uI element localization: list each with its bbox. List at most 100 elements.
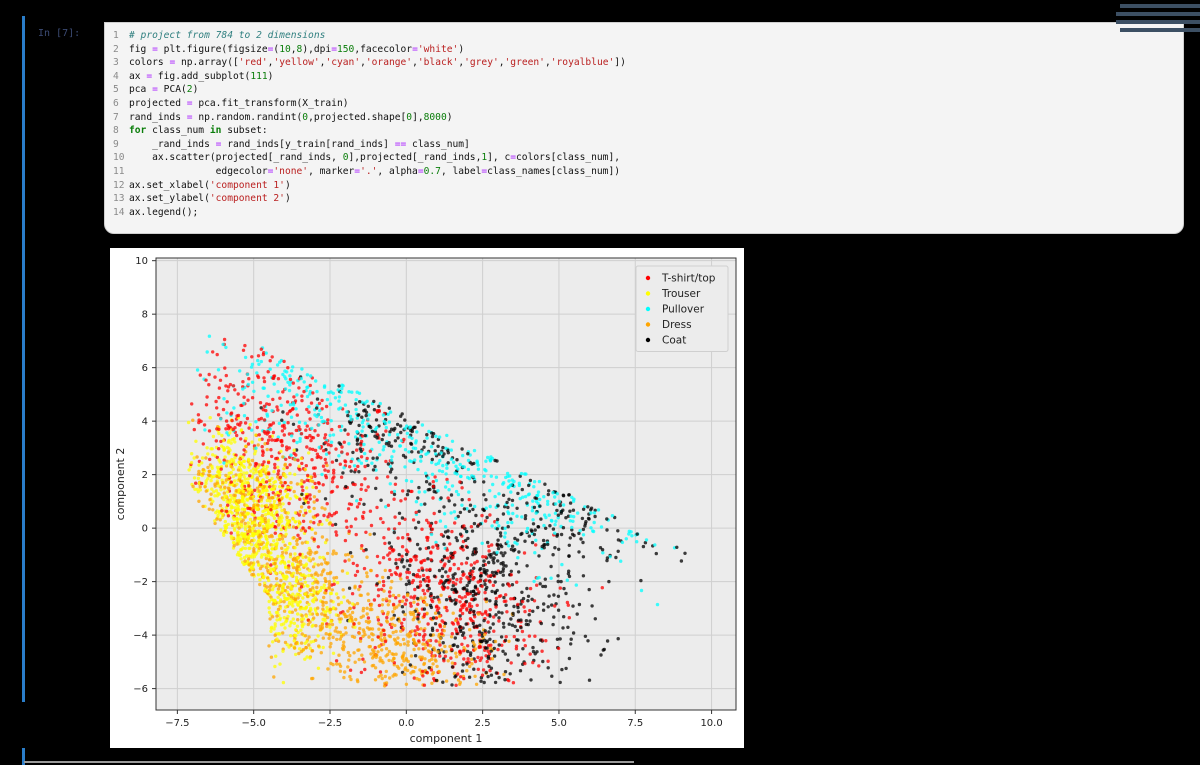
scatter-point-pullover (439, 451, 443, 455)
scatter-point-dress (340, 569, 345, 573)
scatter-point-coat (515, 506, 519, 510)
scatter-point-t-shirt-top (523, 644, 527, 648)
scatter-point-dress (316, 573, 320, 577)
scatter-point-t-shirt-top (221, 407, 226, 412)
scatter-point-t-shirt-top (462, 676, 466, 681)
scatter-point-pullover (515, 514, 519, 518)
legend-marker (645, 322, 651, 327)
scatter-point-coat (358, 400, 362, 404)
scatter-point-coat (392, 492, 397, 497)
scatter-point-pullover (339, 390, 343, 395)
scatter-point-pullover (294, 407, 298, 411)
scatter-point-pullover (442, 512, 447, 516)
scatter-point-t-shirt-top (411, 518, 416, 522)
scatter-point-trouser (303, 580, 307, 584)
scatter-point-trouser (240, 507, 245, 511)
scatter-point-t-shirt-top (271, 491, 275, 495)
scatter-point-t-shirt-top (346, 432, 350, 436)
scatter-point-pullover (538, 497, 542, 502)
scatter-point-t-shirt-top (280, 440, 284, 444)
scatter-point-dress (226, 450, 231, 454)
scatter-point-coat (544, 526, 548, 530)
scatter-point-dress (436, 650, 440, 654)
scatter-point-trouser (317, 590, 321, 594)
scatter-point-t-shirt-top (310, 435, 314, 440)
scatter-point-pullover (599, 525, 604, 529)
scatter-point-t-shirt-top (389, 625, 394, 630)
scatter-point-pullover (403, 465, 407, 469)
scatter-point-t-shirt-top (248, 506, 252, 511)
scatter-point-coat (506, 658, 510, 662)
scatter-point-trouser (220, 512, 224, 516)
scatter-point-dress (357, 621, 361, 625)
scatter-point-coat (571, 631, 576, 635)
scatter-point-trouser (303, 592, 308, 596)
scatter-point-dress (215, 481, 219, 485)
scatter-point-t-shirt-top (285, 400, 290, 404)
scatter-point-coat (571, 508, 576, 512)
scatter-point-pullover (630, 534, 634, 538)
scatter-point-dress (279, 578, 283, 583)
scatter-point-pullover (288, 403, 293, 407)
scatter-point-dress (332, 549, 336, 553)
scatter-point-trouser (285, 547, 289, 552)
scatter-point-t-shirt-top (450, 632, 454, 636)
scatter-point-coat (455, 538, 459, 543)
scatter-point-pullover (362, 442, 366, 447)
scatter-point-trouser (279, 519, 284, 523)
scatter-point-coat (557, 547, 561, 551)
scatter-point-trouser (235, 539, 239, 543)
scatter-point-coat (371, 456, 375, 460)
scatter-point-trouser (288, 624, 292, 628)
scatter-point-trouser (277, 534, 282, 539)
scatter-point-coat (501, 583, 505, 587)
scatter-point-t-shirt-top (293, 399, 298, 403)
scatter-point-coat (337, 441, 341, 445)
scatter-point-t-shirt-top (316, 481, 321, 485)
scatter-point-trouser (325, 605, 329, 610)
scatter-point-dress (336, 630, 340, 634)
scatter-point-trouser (285, 523, 289, 527)
scatter-point-t-shirt-top (445, 477, 449, 482)
code-cell-editor[interactable]: 1 # project from 784 to 2 dimensions 2 fig … (104, 22, 1184, 234)
scatter-point-dress (312, 506, 316, 511)
scatter-point-dress (387, 658, 391, 663)
scatter-point-t-shirt-top (556, 646, 561, 651)
scatter-point-t-shirt-top (445, 548, 449, 552)
scatter-point-trouser (322, 586, 326, 590)
scatter-point-dress (365, 574, 369, 579)
scatter-point-trouser (247, 534, 251, 538)
scatter-point-pullover (232, 406, 236, 410)
scatter-point-trouser (278, 632, 282, 636)
scatter-point-trouser (216, 484, 221, 488)
scatter-point-trouser (223, 455, 227, 459)
scatter-point-coat (577, 531, 581, 536)
scatter-point-pullover (388, 410, 393, 414)
scatter-point-dress (355, 678, 360, 682)
scatter-point-dress (238, 479, 243, 483)
scatter-point-t-shirt-top (509, 597, 513, 601)
scatter-point-t-shirt-top (567, 616, 571, 620)
scatter-point-trouser (267, 523, 272, 527)
scatter-point-trouser (244, 503, 249, 507)
scatter-point-t-shirt-top (382, 536, 386, 540)
scatter-point-dress (270, 615, 275, 619)
scatter-point-pullover (305, 373, 310, 377)
code-line-8: 8 for class_num in subset: (113, 125, 268, 137)
scatter-point-coat (480, 639, 484, 643)
scatter-point-trouser (272, 480, 276, 485)
scatter-point-dress (407, 635, 411, 639)
scatter-point-pullover (340, 383, 344, 387)
scatter-point-coat (337, 384, 341, 388)
scatter-point-t-shirt-top (458, 480, 462, 484)
scatter-point-trouser (329, 619, 333, 624)
scatter-point-pullover (438, 519, 443, 523)
scatter-point-dress (386, 603, 390, 607)
scatter-point-coat (587, 517, 591, 521)
scatter-point-coat (566, 625, 570, 629)
scatter-point-coat (399, 430, 403, 435)
scatter-point-coat (552, 615, 556, 619)
scatter-point-trouser (294, 575, 299, 580)
scatter-point-trouser (259, 473, 264, 477)
scatter-point-trouser (274, 505, 278, 509)
